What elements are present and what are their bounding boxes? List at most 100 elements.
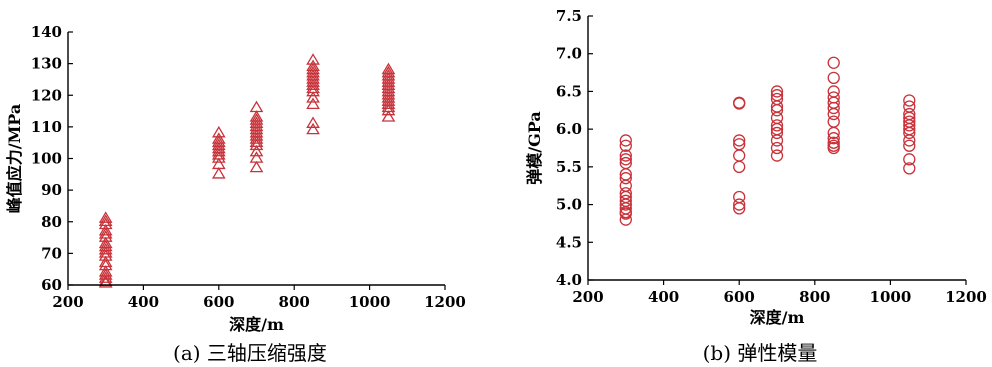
panel-a-x-tick-label: 600 [203, 293, 234, 311]
triangle-point [211, 167, 226, 179]
circle-point [619, 172, 632, 185]
panel-a-y-axis-title: 峰值应力/MPa [5, 104, 24, 214]
triangle-point [306, 122, 320, 135]
circle-point [619, 149, 632, 162]
circle-point [733, 134, 746, 147]
triangle-point [381, 62, 396, 75]
circle-point [733, 149, 746, 162]
panel-a-y-tick-label: 140 [31, 23, 62, 41]
triangle-point [211, 135, 226, 147]
triangle-point [306, 91, 320, 103]
panel-a-y-tick-label: 100 [31, 150, 62, 168]
panel-a-y-tick-label: 130 [31, 55, 62, 73]
triangle-point [98, 271, 113, 283]
panel-b-y-tick-label: 7.5 [556, 7, 582, 25]
panel-b-x-tick-label: 600 [724, 288, 755, 306]
panel-b-y-tick-label: 5.5 [556, 158, 582, 176]
panel-a-chart: 200 400 600 800 1000 1200 60 70 80 90 100 110 120 130… [5, 23, 466, 365]
panel-a-y-tick-label: 60 [41, 276, 62, 294]
triangle-point [98, 223, 113, 236]
triangle-point [306, 53, 320, 65]
circle-point [619, 139, 632, 152]
circle-point [827, 56, 840, 69]
circle-point [827, 101, 840, 115]
triangle-point [306, 78, 320, 91]
panel-b-x-tick-label: 1000 [870, 288, 912, 306]
circle-point [770, 85, 784, 98]
circle-point [903, 139, 916, 152]
circle-point [827, 71, 840, 85]
panel-b-x-tick-label: 1200 [945, 288, 987, 306]
triangle-point [249, 113, 264, 125]
triangle-point [306, 81, 320, 94]
triangle-point [98, 214, 113, 227]
circle-point [770, 126, 784, 140]
triangle-point [98, 239, 113, 252]
triangle-point [98, 276, 113, 288]
panel-b-y-tick-label: 5.0 [556, 196, 582, 214]
panel-b-y-tick-label: 7.0 [556, 45, 582, 63]
panel-a-x-tick-label: 1200 [424, 293, 466, 311]
panel-b-y-tick-label: 4.5 [556, 233, 582, 251]
panel-a-x-tick-label: 1000 [349, 293, 391, 311]
triangle-point [249, 110, 264, 122]
triangle-point [306, 84, 320, 97]
triangle-point [211, 151, 226, 163]
panel-a-y-tick-label: 110 [31, 118, 62, 136]
panel-a-x-tick-label: 800 [279, 293, 310, 311]
panel-a-x-tick-label: 400 [128, 293, 159, 311]
circle-point [733, 202, 746, 215]
circle-point [827, 107, 840, 121]
triangle-point [249, 132, 264, 144]
triangle-point [98, 268, 113, 280]
panel-b-y-tick-label: 6.5 [556, 82, 582, 100]
panel-a-marks [98, 53, 396, 288]
circle-point [827, 132, 840, 145]
circle-point [619, 190, 632, 204]
panel-a-y-tick-label: 70 [41, 244, 62, 262]
panel-b-marks [619, 56, 916, 226]
triangle-point [98, 227, 113, 239]
triangle-point [98, 242, 113, 255]
circle-point [770, 149, 784, 162]
panel-b-caption: (b) 弹性模量 [703, 341, 818, 365]
triangle-point [381, 97, 396, 109]
triangle-point [381, 110, 396, 122]
panel-b-y-tick-label: 4.0 [556, 271, 582, 289]
circle-point [827, 141, 840, 155]
panel-b-x-tick-label: 200 [572, 288, 603, 306]
circle-point [619, 134, 632, 147]
panel-b-x-tick-label: 400 [648, 288, 679, 306]
triangle-point [306, 62, 320, 75]
circle-point [770, 134, 784, 147]
circle-point [903, 94, 916, 107]
triangle-point [98, 211, 113, 223]
panel-b-y-axis-title: 弹模/GPa [525, 111, 544, 184]
circle-point [619, 213, 632, 226]
circle-point [619, 205, 632, 219]
circle-point [733, 97, 746, 110]
panel-a-caption: (a) 三轴压缩强度 [173, 341, 327, 365]
circle-point [770, 141, 784, 155]
triangle-point [381, 103, 396, 116]
panel-a-y-tick-label: 80 [41, 213, 62, 231]
panel-a-x-tick-label: 200 [52, 293, 83, 311]
panel-a-y-tick-label: 120 [31, 86, 62, 104]
circle-point [619, 198, 632, 211]
circle-point [903, 162, 916, 175]
panel-b-x-axis-title: 深度/m [750, 308, 805, 327]
triangle-point [249, 144, 264, 157]
triangle-point [306, 97, 320, 109]
circle-point [827, 115, 840, 128]
triangle-point [306, 116, 320, 128]
circle-point [903, 122, 916, 136]
panel-b-ticks: 200 400 600 800 1000 1200 4.0 4.5 5.0 5.5 6.0 6.5 7.… [556, 7, 987, 306]
circle-point [770, 119, 784, 132]
triangle-point [98, 255, 113, 268]
circle-point [903, 119, 916, 132]
circle-point [733, 198, 746, 211]
triangle-point [381, 72, 396, 84]
panel-b-chart: 200 400 600 800 1000 1200 4.0 4.5 5.0 5.5 6.0 6.5 7.… [525, 7, 987, 365]
triangle-point [249, 138, 264, 151]
